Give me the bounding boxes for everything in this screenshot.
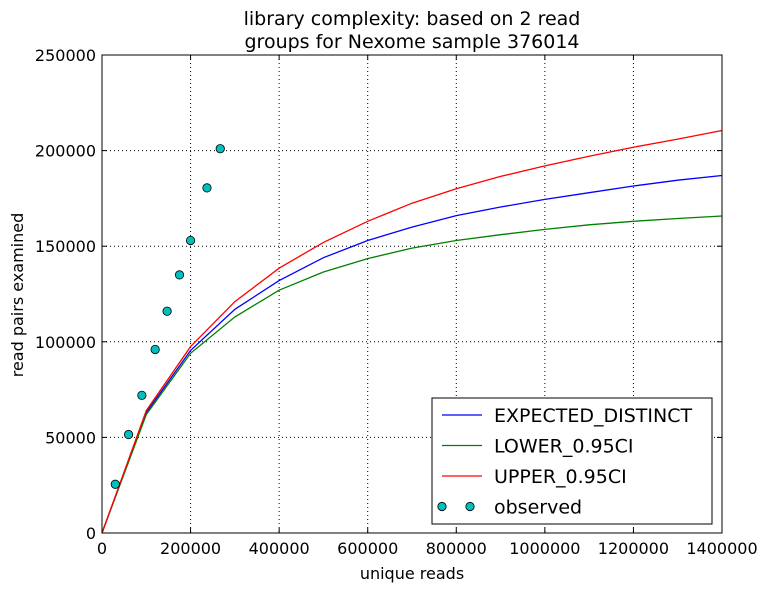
chart-title-line-2: groups for Nexome sample 376014 (244, 31, 579, 53)
x-tick-label: 1400000 (686, 539, 757, 558)
x-tick-label: 1000000 (509, 539, 580, 558)
y-tick-label: 250000 (35, 46, 96, 65)
observed-point (162, 306, 172, 316)
axis-ticks (101, 54, 723, 534)
legend-marker-observed (437, 501, 447, 512)
observed-point (110, 479, 120, 489)
chart-title: library complexity: based on 2 read grou… (244, 8, 581, 53)
observed-point (202, 183, 212, 193)
y-tick-label: 200000 (35, 142, 96, 161)
legend-marker-observed (465, 501, 475, 512)
y-tick-label: 50000 (45, 428, 96, 447)
legend-box (431, 397, 713, 525)
y-axis-label: read pairs examined (8, 213, 27, 378)
chart-title-line-1: library complexity: based on 2 read (244, 8, 581, 30)
observed-point (123, 429, 134, 440)
legend-label-lower-0-95ci: LOWER_0.95CI (494, 436, 634, 458)
series-line-upper-0-95ci (101, 129, 723, 534)
x-axis-label: unique reads (360, 564, 464, 583)
series-line-expected-distinct (101, 174, 723, 534)
legend: EXPECTED_DISTINCT LOWER_0.95CI UPPER_0.95C… (431, 397, 713, 525)
legend-label-observed: observed (494, 497, 582, 519)
axis-tick-labels: 0 200000 400000 600000 800000 1000000 1200000 1… (35, 46, 758, 558)
x-tick-label: 800000 (426, 539, 487, 558)
y-tick-label: 150000 (35, 237, 96, 256)
x-tick-label: 0 (97, 539, 107, 558)
plot-frame (101, 54, 723, 534)
legend-label-expected-distinct: EXPECTED_DISTINCT (494, 405, 692, 427)
y-tick-label: 0 (86, 524, 96, 543)
observed-point (185, 235, 196, 246)
x-tick-label: 400000 (249, 539, 310, 558)
series-line-lower-0-95ci (101, 215, 723, 534)
legend-label-upper-0-95ci: UPPER_0.95CI (494, 466, 627, 488)
observed-point (174, 270, 185, 280)
observed-point (215, 144, 225, 154)
observed-point (137, 390, 147, 400)
x-tick-label: 600000 (337, 539, 398, 558)
y-tick-label: 100000 (35, 333, 96, 352)
x-tick-label: 200000 (160, 539, 221, 558)
plot-series (101, 129, 723, 534)
observed-point (150, 344, 160, 355)
x-tick-label: 1200000 (598, 539, 669, 558)
